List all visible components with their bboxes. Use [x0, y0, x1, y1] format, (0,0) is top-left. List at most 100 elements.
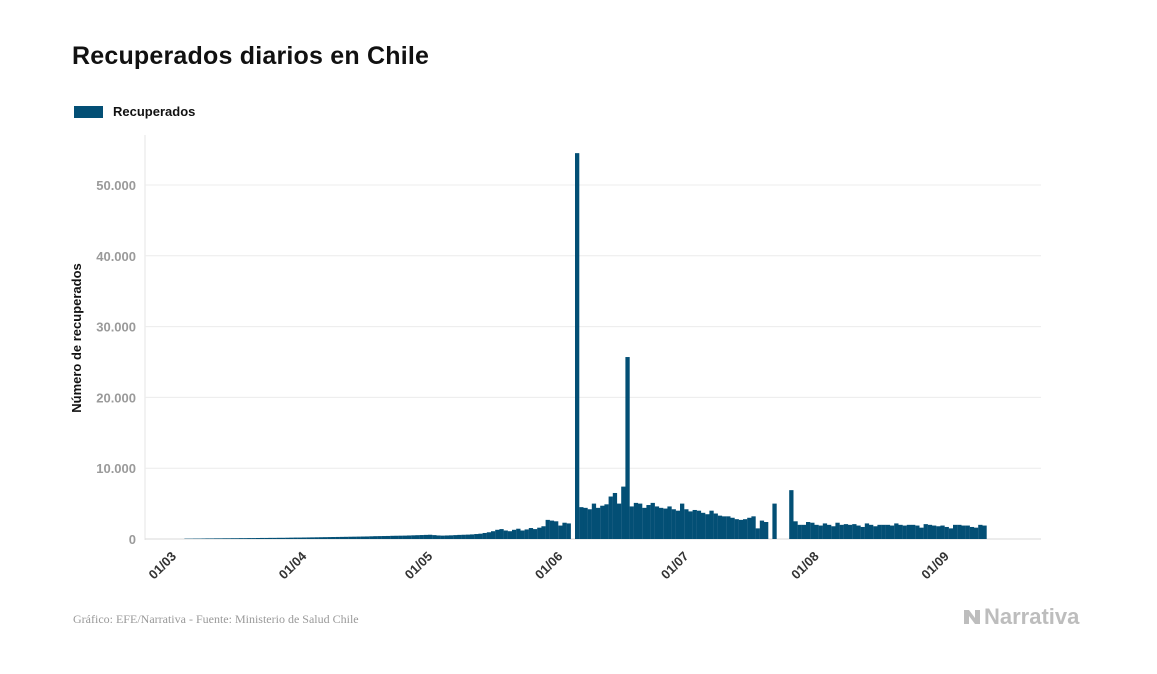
bar — [314, 537, 319, 539]
bar — [948, 528, 954, 539]
bar — [747, 517, 752, 539]
source-note: Gráfico: EFE/Narrativa - Fuente: Ministe… — [73, 612, 359, 626]
bar — [961, 525, 966, 539]
x-tick-label: 01/04 — [276, 548, 310, 582]
bar — [293, 537, 298, 539]
bar — [696, 510, 702, 539]
bar — [881, 524, 886, 539]
brand-logo: Narrativa — [962, 604, 1079, 630]
bar — [827, 524, 832, 539]
bar — [604, 504, 609, 539]
bar — [520, 530, 525, 539]
bar — [352, 536, 357, 539]
bar — [629, 506, 634, 539]
bar — [890, 525, 895, 539]
bar — [344, 536, 349, 539]
bar — [789, 490, 794, 539]
bar — [323, 537, 328, 539]
bar — [255, 538, 261, 539]
bar — [936, 526, 941, 539]
bar — [617, 503, 622, 539]
bar — [474, 534, 479, 539]
bar — [894, 523, 899, 539]
bar — [684, 509, 689, 539]
y-tick-label: 50.000 — [96, 178, 136, 193]
bar — [457, 534, 462, 539]
bar — [759, 520, 765, 539]
bar — [247, 538, 252, 539]
bar — [751, 516, 756, 539]
bar — [797, 524, 802, 539]
bar — [680, 503, 685, 539]
bar — [705, 514, 710, 539]
bar — [659, 507, 664, 539]
y-tick-label: 20.000 — [96, 390, 136, 405]
bar — [793, 521, 798, 539]
bar — [537, 527, 542, 539]
y-tick-label: 30.000 — [96, 320, 136, 335]
bar — [852, 524, 857, 539]
bar — [701, 512, 706, 539]
bar — [915, 525, 920, 539]
y-axis-ticks: 0 10.000 20.000 30.000 40.000 50.000 — [96, 178, 136, 547]
bar — [558, 525, 563, 539]
bar — [310, 537, 315, 539]
bar — [302, 537, 307, 539]
bar — [675, 510, 681, 539]
bar — [667, 506, 672, 539]
bar — [453, 535, 458, 539]
bar — [297, 537, 303, 539]
bar — [449, 535, 454, 539]
bar — [306, 537, 311, 539]
bar — [226, 538, 231, 539]
legend-swatch — [74, 105, 103, 118]
bar — [415, 535, 420, 539]
bar — [982, 525, 987, 539]
bar — [562, 522, 567, 539]
bar — [772, 503, 777, 539]
bar — [944, 526, 949, 539]
bar — [932, 525, 937, 539]
bar — [650, 502, 655, 539]
bar — [575, 153, 580, 539]
bar — [402, 535, 408, 539]
bar — [507, 531, 513, 539]
bar — [801, 524, 807, 539]
bar — [318, 537, 324, 539]
bar — [734, 519, 739, 539]
bar — [373, 536, 378, 539]
bar — [264, 537, 269, 539]
bar — [654, 506, 660, 539]
bar — [810, 522, 815, 539]
bar — [377, 536, 382, 539]
bar — [965, 525, 970, 539]
bar — [327, 537, 332, 539]
bar — [554, 521, 559, 539]
bar — [272, 537, 277, 539]
bar — [423, 534, 429, 539]
bar — [923, 524, 928, 539]
bar — [386, 535, 391, 539]
bar — [512, 529, 517, 539]
bar — [486, 532, 492, 539]
bar — [814, 524, 819, 539]
bar — [911, 524, 916, 539]
bar — [243, 538, 248, 539]
bar — [428, 534, 433, 539]
bar — [848, 524, 853, 539]
bar — [600, 505, 605, 539]
bar — [957, 524, 962, 539]
bar — [478, 533, 483, 539]
bar — [205, 538, 210, 539]
bar — [835, 522, 840, 539]
bar — [692, 509, 697, 539]
bar — [209, 538, 214, 539]
bar — [730, 517, 735, 539]
bar — [906, 524, 912, 539]
bar — [276, 537, 282, 539]
bar — [587, 509, 592, 539]
bar — [663, 508, 668, 539]
bar — [213, 538, 219, 539]
bar — [638, 503, 643, 539]
bar — [919, 527, 924, 539]
